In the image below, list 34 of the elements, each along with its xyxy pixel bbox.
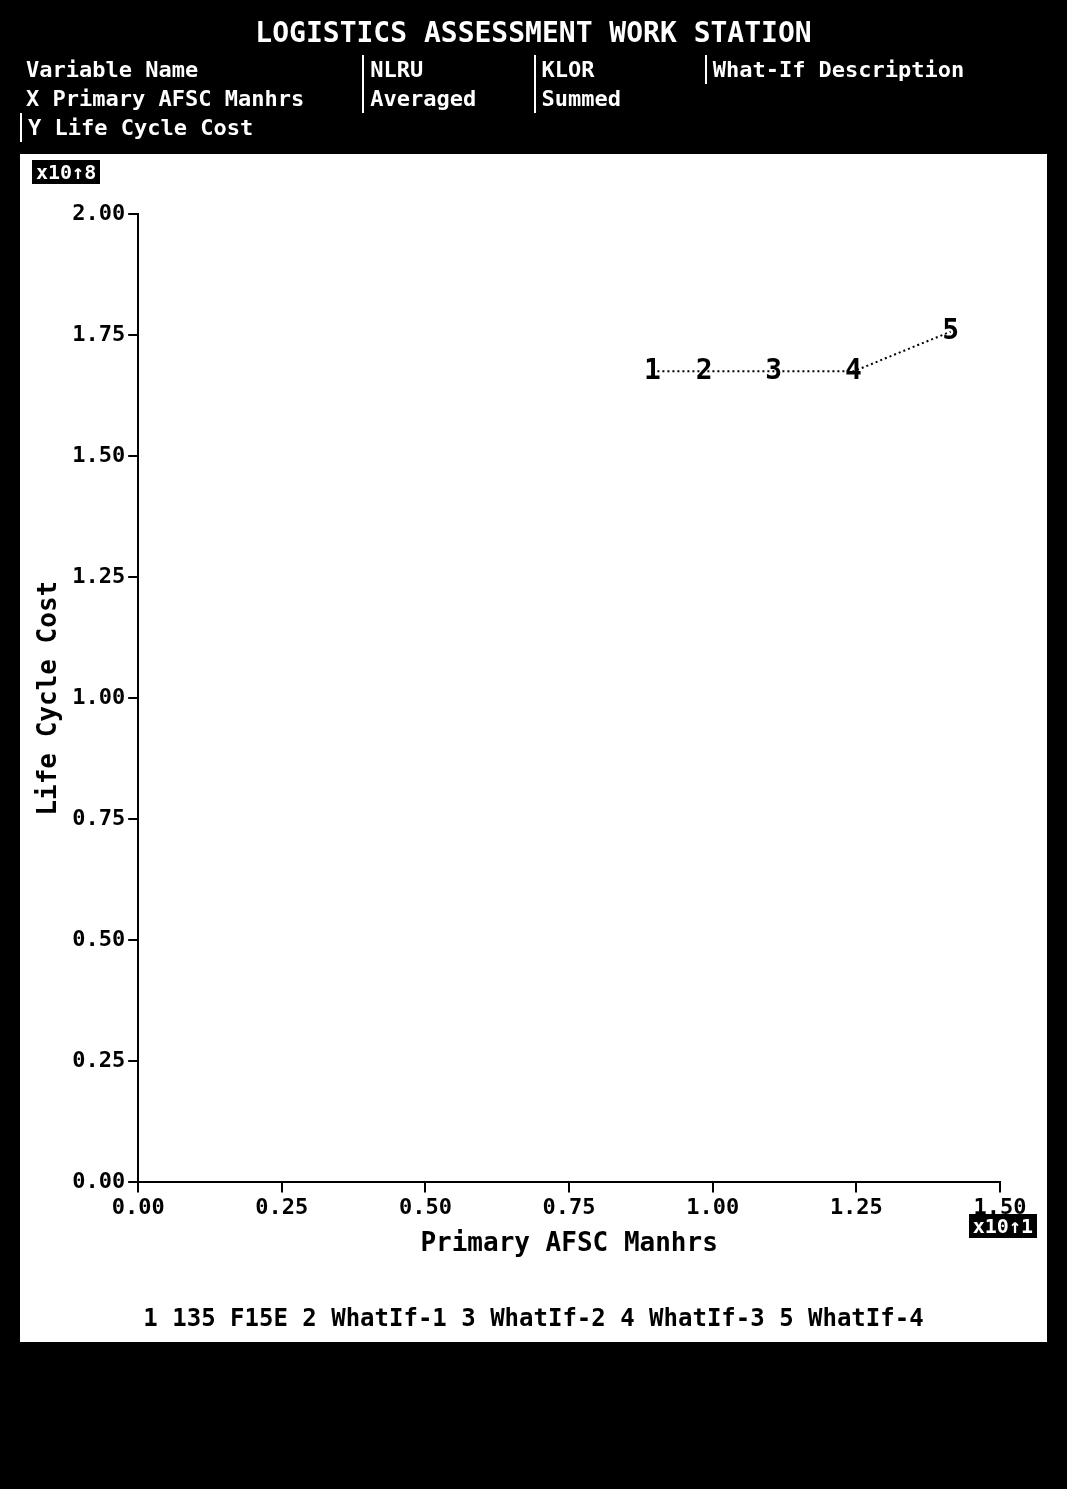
text: Averaged <box>362 84 534 113</box>
text: Summed <box>533 84 705 113</box>
x-tick-label: 1.00 <box>686 1194 740 1220</box>
text: What-If Description <box>704 55 1047 84</box>
y-tick-label: 1.50 <box>72 441 126 467</box>
x-tick-label: 0.50 <box>398 1194 452 1220</box>
annotation: 4 <box>845 352 862 386</box>
text: Variable Name <box>25 56 200 84</box>
text: KLOR <box>533 55 705 84</box>
text: x10↑8 <box>32 160 101 184</box>
text: Y Life Cycle Cost <box>20 113 363 142</box>
x-tick-label: 1.25 <box>829 1194 883 1220</box>
y-tick-label: 1.25 <box>72 562 126 588</box>
chart-title: LOGISTICS ASSESSMENT WORK STATION <box>254 16 813 49</box>
text: NLRU <box>362 55 534 84</box>
x-tick-label: 0.25 <box>255 1194 309 1220</box>
x-axis-title: Primary AFSC Manhrs <box>420 1227 718 1258</box>
y-tick-label: 0.25 <box>72 1047 126 1073</box>
y-axis-title: Life Cycle Cost <box>32 580 63 816</box>
text: x10↑1 <box>968 1214 1037 1238</box>
annotation: 5 <box>942 312 960 346</box>
y-tick-label: 2.00 <box>72 199 126 225</box>
y-tick-label: 0.75 <box>72 804 126 830</box>
y-tick-label: 0.00 <box>72 1168 126 1194</box>
text: 1 135 F15E 2 WhatIf-1 3 WhatIf-2 4 WhatIf-3 5 WhatIf-4 <box>142 1304 925 1332</box>
y-tick-label: 0.50 <box>72 926 126 952</box>
text: X Primary AFSC Manhrs <box>25 85 306 113</box>
y-tick-label: 1.75 <box>72 320 126 346</box>
annotation: 2 <box>695 352 713 386</box>
annotation: 3 <box>765 352 783 386</box>
x-tick-label: 0.00 <box>111 1194 165 1220</box>
y-tick-label: 1.00 <box>72 683 126 709</box>
x-tick-label: 0.75 <box>542 1194 596 1220</box>
annotation: 1 <box>643 352 661 386</box>
